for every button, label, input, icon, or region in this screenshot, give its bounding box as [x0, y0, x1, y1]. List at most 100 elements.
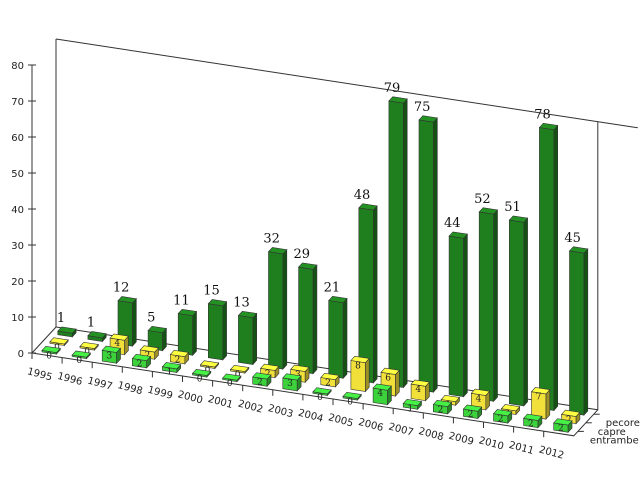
data-label: 2 [257, 378, 263, 388]
bar-top [402, 398, 423, 407]
bar-front [238, 315, 254, 365]
bar-side [282, 248, 288, 370]
bar-front [418, 119, 434, 393]
data-label: 0 [46, 351, 52, 361]
bar-capre-2007: 4 [410, 379, 430, 402]
bar-top [71, 350, 92, 358]
x-tick-label: 1997 [86, 375, 113, 392]
data-label: 2 [438, 405, 444, 415]
data-label: 44 [444, 216, 461, 231]
data-label: 4 [114, 339, 120, 349]
bar-pecore-2007: 75 [414, 100, 438, 393]
left-wall [31, 39, 57, 354]
x-tick-label: 2005 [327, 412, 354, 429]
data-label: 1 [167, 368, 173, 378]
bar-pecore-2001: 13 [233, 296, 258, 366]
y-tick-label: 30 [11, 241, 24, 252]
bar-top [229, 364, 250, 372]
bar-top [372, 383, 393, 391]
bar-pecore-2003: 29 [293, 247, 318, 375]
data-label: 52 [474, 192, 491, 207]
bar-side [403, 98, 408, 389]
bar-entrambe-2010: 2 [492, 409, 513, 425]
x-tick-label: 1999 [146, 385, 173, 402]
bar-top [191, 368, 212, 376]
bar-entrambe-2004: 0 [312, 387, 332, 403]
bar-top [508, 215, 529, 223]
bar-top [312, 387, 332, 395]
data-label: 1 [407, 404, 413, 414]
data-label: 2 [528, 419, 534, 429]
bar-side [192, 310, 197, 357]
x-tick-label: 2004 [297, 408, 324, 425]
x-tick-label: 2007 [387, 421, 414, 438]
bar-top [380, 367, 400, 375]
bar-capre-2005: 8 [350, 355, 370, 393]
back-wall-top [55, 38, 638, 129]
bar-top [448, 231, 468, 239]
bar-top [221, 373, 242, 381]
bar-top [328, 295, 348, 304]
data-label: 29 [293, 247, 310, 262]
bar-entrambe-2011: 2 [523, 413, 543, 429]
x-tick-label: 1995 [26, 366, 53, 383]
series-label-entrambe: entrambe [590, 435, 639, 446]
bar-top [297, 262, 318, 270]
y-tick-label: 60 [11, 133, 24, 144]
bar-capre-2011: 7 [530, 387, 551, 420]
bar-entrambe-2003: 3 [282, 373, 302, 392]
y-tick-label: 40 [11, 205, 24, 216]
bar-entrambe-2008: 2 [432, 399, 453, 415]
bar-top [131, 353, 152, 362]
x-tick-label: 2006 [357, 417, 384, 434]
bar-top [199, 360, 220, 368]
bar-entrambe-1996: 0 [71, 350, 92, 366]
bar-side [463, 233, 468, 398]
data-label: 7 [536, 393, 542, 403]
data-label: 0 [197, 374, 203, 384]
bar-top [79, 341, 99, 349]
x-tick-label: 1998 [116, 380, 143, 397]
bar-side [312, 264, 318, 375]
bar-entrambe-2012: 2 [553, 418, 573, 434]
x-tick-label: 2010 [477, 435, 504, 452]
bar-side [493, 209, 498, 403]
data-label: 0 [76, 356, 82, 366]
bar-top [117, 296, 137, 304]
bar-top [358, 203, 378, 211]
data-label: 15 [203, 284, 220, 299]
data-label: 2 [468, 410, 474, 420]
bar-side [583, 248, 589, 416]
bar-entrambe-2006: 4 [372, 383, 393, 406]
bar-side [342, 297, 348, 380]
data-label: 2 [137, 359, 143, 369]
bar-capre-1999: 2 [169, 349, 190, 366]
bar-side [545, 388, 551, 420]
bar-capre-2004: 2 [320, 372, 340, 389]
data-label: 8 [355, 362, 361, 372]
data-label: 78 [534, 108, 551, 123]
bar-entrambe-2005: 0 [342, 391, 362, 407]
series-label-capre: capre [598, 427, 626, 438]
bar-top [87, 331, 107, 339]
data-label: 1 [87, 316, 95, 331]
bar-entrambe-1995: 0 [41, 345, 61, 361]
data-label: 4 [415, 385, 421, 395]
bar-top [418, 115, 438, 123]
bar-top [478, 207, 499, 215]
bar-front [358, 207, 374, 384]
bar-top [388, 96, 408, 104]
bar-side [132, 297, 137, 347]
data-label: 48 [354, 188, 371, 203]
data-label: 12 [113, 281, 130, 296]
data-label: 32 [263, 232, 280, 247]
bar-pecore-1999: 11 [173, 294, 198, 357]
y-tick-label: 50 [11, 169, 24, 180]
bar-side [372, 205, 378, 384]
data-label: 6 [385, 373, 391, 383]
bar-top [462, 404, 483, 412]
bar-pecore-2005: 48 [354, 188, 378, 384]
bar-front [328, 300, 344, 379]
bar-top [109, 333, 129, 341]
